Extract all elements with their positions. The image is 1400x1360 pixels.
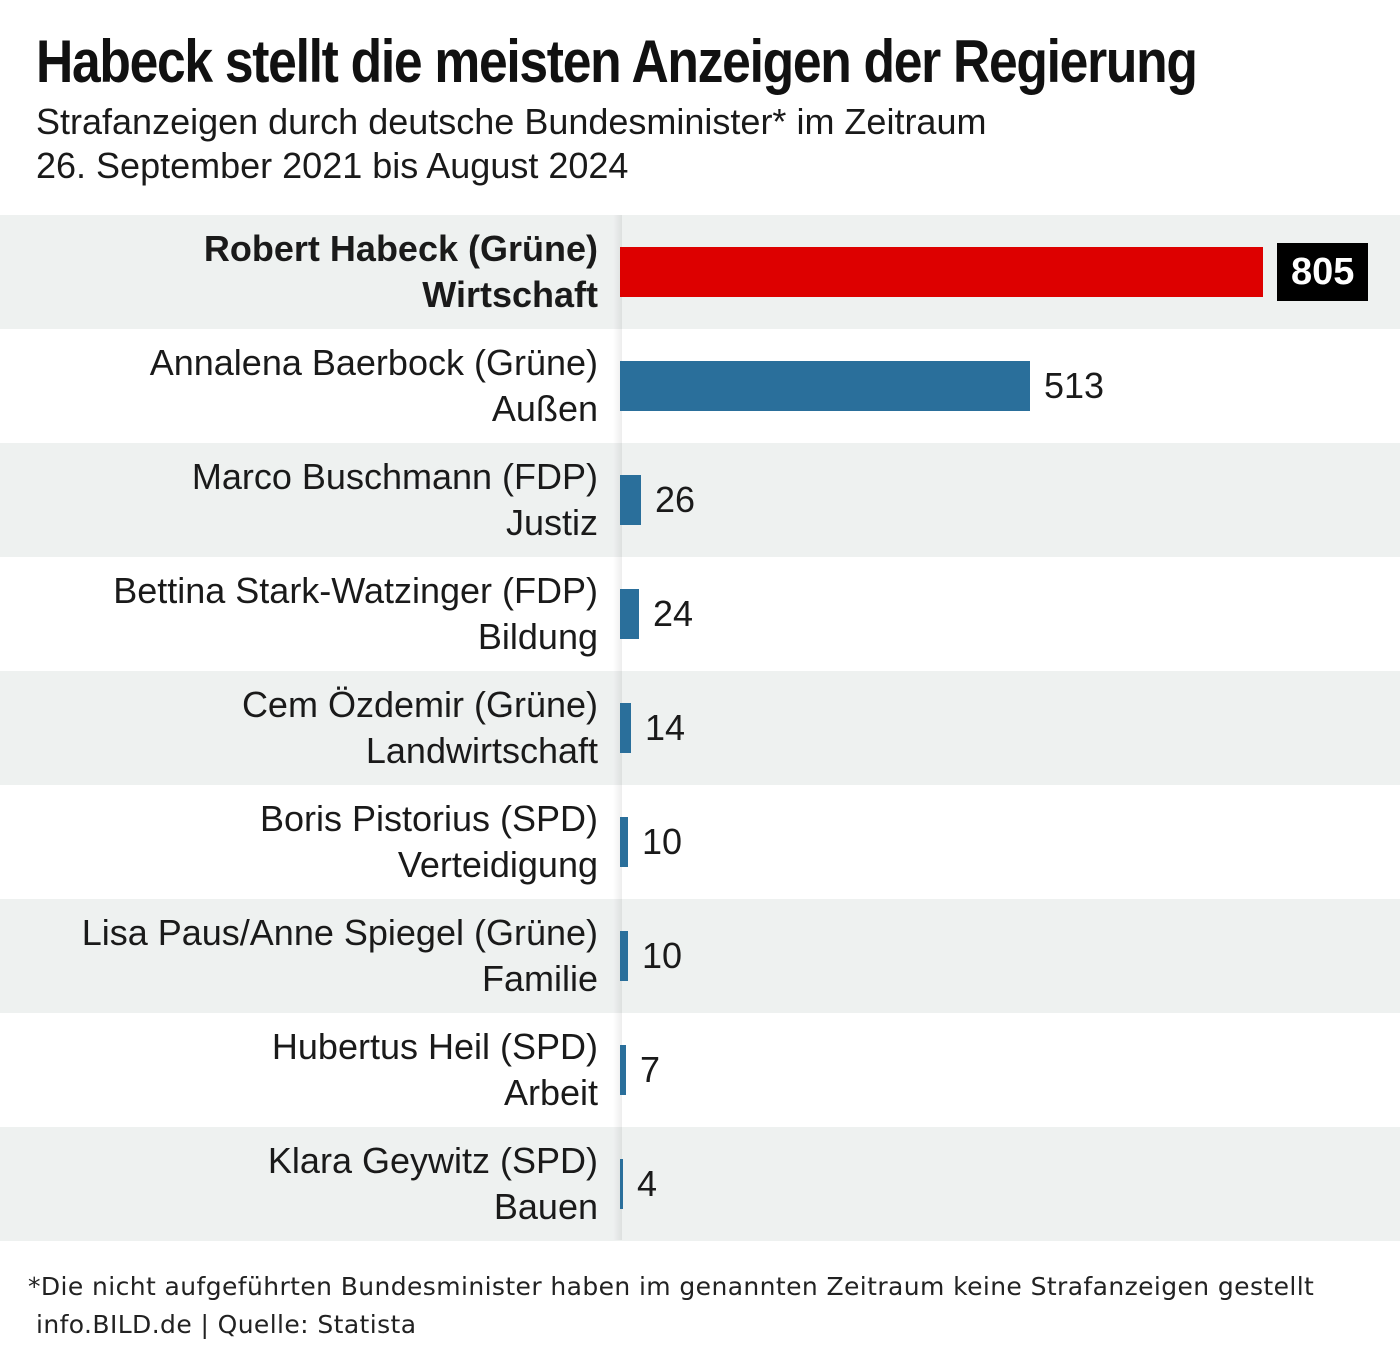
footnote-text: *Die nicht aufgeführten Bundesminister h… <box>28 1272 1315 1301</box>
minister-name: Lisa Paus/Anne Spiegel (Grüne) <box>81 912 598 953</box>
ministry-name: Wirtschaft <box>422 274 598 315</box>
value-label: 7 <box>640 1049 661 1090</box>
row-background <box>0 899 1400 1013</box>
ministry-name: Familie <box>481 958 598 999</box>
row-background <box>0 1127 1400 1241</box>
category-label: Boris Pistorius (SPD) Verteidigung <box>0 796 598 888</box>
minister-name: Klara Geywitz (SPD) <box>267 1140 598 1181</box>
category-label: Robert Habeck (Grüne) Wirtschaft <box>0 226 598 318</box>
chart-subtitle: Strafanzeigen durch deutsche Bundesminis… <box>36 100 1336 188</box>
ministry-name: Justiz <box>505 502 598 543</box>
ministry-name: Verteidigung <box>397 844 598 885</box>
minister-name: Boris Pistorius (SPD) <box>259 798 598 839</box>
ministry-name: Arbeit <box>503 1072 598 1113</box>
bar <box>620 361 1030 411</box>
row-background <box>0 443 1400 557</box>
ministry-name: Bildung <box>477 616 598 657</box>
ministry-name: Außen <box>491 388 598 429</box>
value-label: 513 <box>1044 365 1105 406</box>
value-label: 24 <box>653 593 694 634</box>
minister-name: Marco Buschmann (FDP) <box>191 456 598 497</box>
category-label: Marco Buschmann (FDP) Justiz <box>0 454 598 546</box>
bar <box>620 247 1263 297</box>
minister-name: Bettina Stark-Watzinger (FDP) <box>113 570 598 611</box>
bar <box>620 817 628 867</box>
category-label: Klara Geywitz (SPD) Bauen <box>0 1138 598 1230</box>
value-label: 26 <box>655 479 696 520</box>
subtitle-line-1: Strafanzeigen durch deutsche Bundesminis… <box>36 101 987 142</box>
chart-title: Habeck stellt die meisten Anzeigen der R… <box>36 28 1198 95</box>
source-text: info.BILD.de | Quelle: Statista <box>36 1310 417 1339</box>
minister-name: Robert Habeck (Grüne) <box>203 228 598 269</box>
value-label: 10 <box>642 935 683 976</box>
row-background <box>0 671 1400 785</box>
ministry-name: Landwirtschaft <box>365 730 598 771</box>
minister-name: Annalena Baerbock (Grüne) <box>149 342 598 383</box>
bar <box>620 703 631 753</box>
bar <box>620 931 628 981</box>
value-label: 805 <box>1277 243 1369 301</box>
bar <box>620 475 641 525</box>
minister-name: Cem Özdemir (Grüne) <box>241 684 598 725</box>
footnote-block: *Die nicht aufgeführten Bundesminister h… <box>28 1268 1388 1344</box>
bar <box>620 1159 623 1209</box>
category-label: Annalena Baerbock (Grüne) Außen <box>0 340 598 432</box>
value-label: 4 <box>637 1163 658 1204</box>
bar <box>620 589 639 639</box>
bar <box>620 1045 626 1095</box>
subtitle-line-2: 26. September 2021 bis August 2024 <box>36 145 629 186</box>
minister-name: Hubertus Heil (SPD) <box>271 1026 598 1067</box>
axis-divider <box>613 215 622 1240</box>
value-label: 14 <box>645 707 686 748</box>
category-label: Lisa Paus/Anne Spiegel (Grüne) Familie <box>0 910 598 1002</box>
category-label: Bettina Stark-Watzinger (FDP) Bildung <box>0 568 598 660</box>
category-label: Cem Özdemir (Grüne) Landwirtschaft <box>0 682 598 774</box>
ministry-name: Bauen <box>493 1186 598 1227</box>
value-label: 10 <box>642 821 683 862</box>
category-label: Hubertus Heil (SPD) Arbeit <box>0 1024 598 1116</box>
bar-chart: Robert Habeck (Grüne) Wirtschaft 805 Annale… <box>0 215 1400 1241</box>
